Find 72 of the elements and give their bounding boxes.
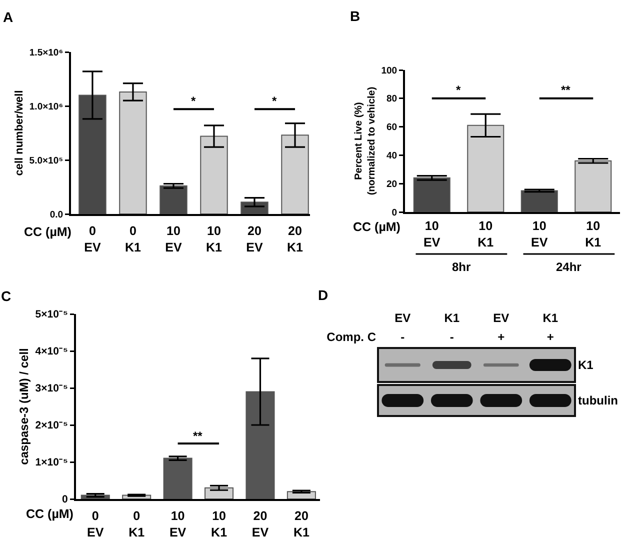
annotation: * <box>456 83 461 97</box>
x-tick-label: 10 EV <box>531 219 548 250</box>
y-axis-title: Percent Live (%) (normalized to vehicle) <box>354 86 378 196</box>
category-label: K1 <box>542 311 558 325</box>
x-tick-label: 20 K1 <box>287 224 304 254</box>
y-tick-label: 100 <box>381 65 398 76</box>
y-tick-label: 40 <box>386 150 398 162</box>
annotation: * <box>272 94 277 108</box>
y-tick-label: 20 <box>386 178 398 190</box>
annotation: ** <box>193 429 203 443</box>
x-tick-label: 10 K1 <box>211 509 228 540</box>
x-tick-label: 0 K1 <box>124 224 142 254</box>
bar <box>467 124 504 212</box>
x-axis-title: CC (µM) <box>353 220 400 234</box>
text: - <box>450 330 454 344</box>
bar <box>413 177 450 212</box>
y-tick-label: 0 <box>62 494 68 506</box>
text: D <box>318 287 328 303</box>
x-tick-label: 20 K1 <box>293 509 310 540</box>
x-axis-title: CC (µM) <box>24 225 72 239</box>
y-axis-title: caspase-3 (uM) / cell <box>17 348 32 465</box>
bar <box>119 91 147 214</box>
y-tick-label: 3×10⁻⁵ <box>35 382 68 395</box>
chart-title: B <box>350 8 360 24</box>
bar <box>574 160 612 212</box>
x-tick-label: 0 K1 <box>128 509 145 540</box>
bar <box>520 190 558 212</box>
y-tick-label: 1.0×10⁶ <box>29 101 64 112</box>
text: + <box>546 330 554 344</box>
y-tick-label: 1.5×10⁶ <box>29 47 64 58</box>
text: 24hr <box>556 260 582 274</box>
category-label: EV <box>394 311 411 325</box>
y-tick-label: 2×10⁻⁵ <box>35 420 68 432</box>
bar <box>78 94 106 214</box>
bar <box>246 391 275 499</box>
y-tick-label: 4×10⁻⁵ <box>35 346 68 358</box>
x-tick-label: 10 K1 <box>206 224 222 254</box>
category-label: K1 <box>444 311 460 325</box>
bar <box>160 185 188 214</box>
y-tick-label: 5.0×10⁵ <box>29 155 64 166</box>
x-axis-title: CC (µM) <box>26 507 74 521</box>
bar <box>281 134 309 214</box>
text: 8hr <box>452 260 472 274</box>
bar <box>200 136 228 214</box>
x-tick-label: 10 EV <box>169 509 187 540</box>
category-label: K1 <box>578 358 594 372</box>
x-tick-label: 20 EV <box>252 509 270 540</box>
annotation: * <box>191 94 196 108</box>
chart-title: C <box>1 288 12 304</box>
text: - <box>400 330 405 344</box>
text: + <box>498 330 505 344</box>
annotation: ** <box>561 83 571 97</box>
x-tick-label: 10 K1 <box>585 219 602 250</box>
y-tick-label: 1×10⁻⁵ <box>35 456 68 469</box>
x-tick-label: 0 EV <box>84 224 102 254</box>
x-tick-label: 10 EV <box>424 219 441 250</box>
chart-title: A <box>3 8 14 25</box>
x-tick-label: 10 EV <box>165 224 182 254</box>
y-tick-label: 80 <box>386 94 398 105</box>
bar <box>204 487 234 499</box>
text: Comp. C <box>326 330 376 344</box>
x-tick-label: 10 K1 <box>478 219 494 250</box>
y-tick-label: 5×10⁻⁵ <box>35 308 68 321</box>
y-tick-label: 60 <box>386 122 398 134</box>
y-tick-label: 0.0 <box>50 209 64 220</box>
x-tick-label: 0 EV <box>87 509 104 540</box>
y-tick-label: 0 <box>392 207 398 218</box>
category-label: EV <box>493 311 510 325</box>
y-axis-title: cell number/well <box>13 90 26 176</box>
x-tick-label: 20 EV <box>246 224 264 254</box>
category-label: tubulin <box>578 394 618 408</box>
bar <box>163 458 192 499</box>
